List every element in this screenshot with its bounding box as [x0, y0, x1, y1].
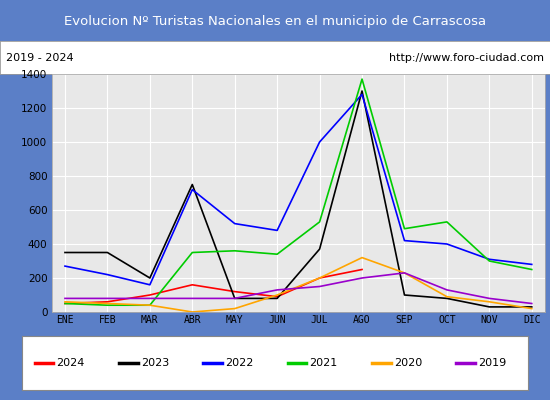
Text: 2022: 2022 [226, 358, 254, 368]
Text: 2024: 2024 [57, 358, 85, 368]
Text: 2021: 2021 [310, 358, 338, 368]
Text: 2023: 2023 [141, 358, 169, 368]
Text: Evolucion Nº Turistas Nacionales en el municipio de Carrascosa: Evolucion Nº Turistas Nacionales en el m… [64, 14, 486, 28]
Text: 2019 - 2024: 2019 - 2024 [6, 53, 73, 63]
Text: http://www.foro-ciudad.com: http://www.foro-ciudad.com [389, 53, 544, 63]
Text: 2019: 2019 [478, 358, 507, 368]
Text: 2020: 2020 [394, 358, 422, 368]
